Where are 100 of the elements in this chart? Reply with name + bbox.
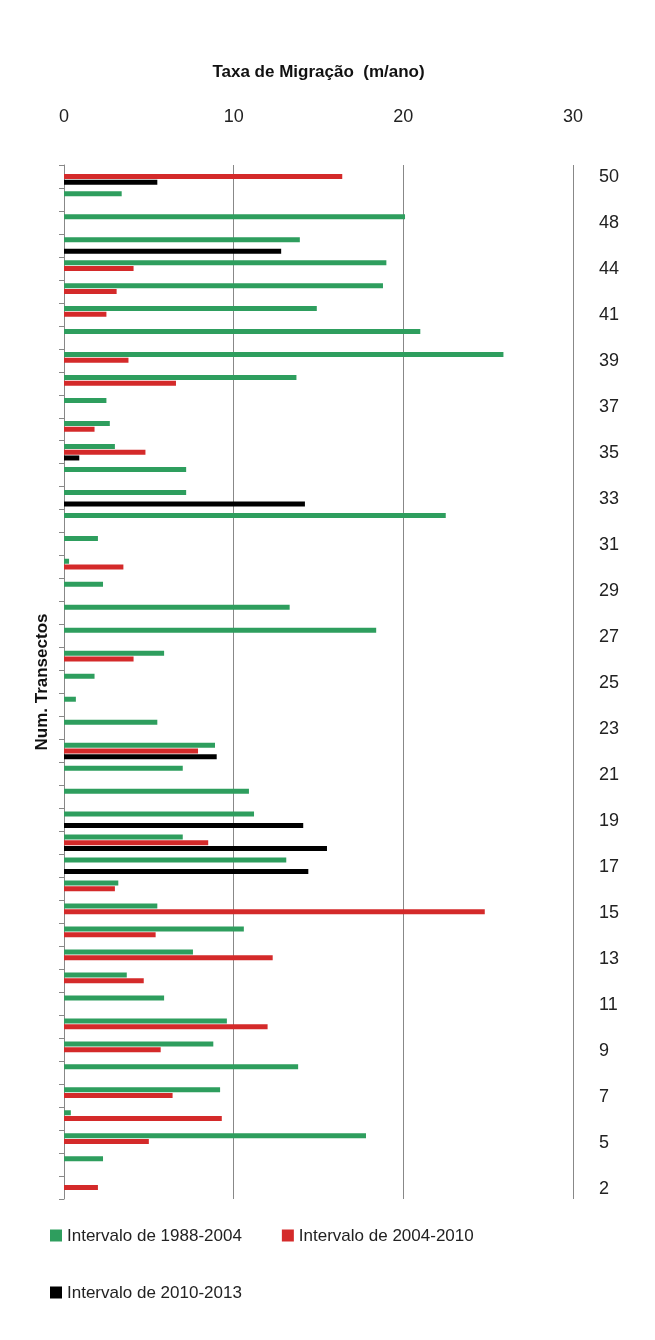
y-tick-label: 37 — [599, 396, 620, 417]
y-tick-label: 35 — [599, 442, 620, 463]
bar — [64, 823, 304, 829]
bar — [64, 886, 115, 892]
bar — [64, 501, 305, 507]
y-tick-label: 2 — [599, 1177, 610, 1198]
bar — [64, 949, 193, 955]
bar — [64, 1018, 227, 1024]
y-tick-label: 7 — [599, 1085, 610, 1106]
bar — [64, 311, 107, 317]
y-tick-label: 44 — [599, 258, 620, 279]
bar — [64, 535, 98, 541]
bar — [64, 857, 287, 863]
y-tick-label: 19 — [599, 809, 620, 830]
bar — [64, 1024, 268, 1030]
y-tick-label: 9 — [599, 1039, 610, 1060]
y-tick-label: 23 — [599, 717, 620, 738]
bar — [64, 754, 217, 760]
y-tick-label: 17 — [599, 855, 620, 876]
bar — [64, 903, 158, 909]
bar — [64, 248, 282, 254]
bar — [64, 214, 406, 220]
bar — [64, 650, 165, 656]
bar — [64, 869, 309, 875]
x-tick-label: 0 — [58, 106, 70, 126]
bar — [64, 978, 144, 984]
bar — [64, 581, 104, 587]
x-axis-title: Taxa de Migração (m/ano) — [212, 62, 425, 81]
bar — [64, 489, 187, 495]
bar — [64, 1185, 98, 1191]
bar — [64, 1133, 367, 1139]
bar — [64, 1093, 173, 1099]
bar — [64, 995, 165, 1001]
bar — [64, 909, 485, 915]
bar — [64, 926, 244, 932]
bar — [64, 191, 122, 197]
y-axis-title: Num. Transectos — [32, 613, 51, 751]
bar — [64, 283, 383, 289]
x-tick-label: 30 — [562, 106, 584, 126]
bar — [64, 840, 209, 846]
bar — [64, 466, 187, 472]
bar — [64, 748, 199, 754]
y-tick-label: 41 — [599, 304, 620, 325]
bar — [64, 260, 387, 266]
bar — [64, 673, 95, 679]
bar — [64, 375, 297, 381]
bar — [64, 1041, 214, 1047]
bar — [64, 742, 215, 748]
y-tick-label: 27 — [599, 626, 620, 647]
bar — [64, 398, 107, 404]
bar — [64, 512, 446, 518]
bar — [64, 765, 183, 771]
x-tick-label: 20 — [393, 106, 414, 126]
bar — [64, 696, 76, 702]
bar — [64, 1087, 221, 1093]
bar — [64, 420, 110, 426]
bar — [64, 1116, 222, 1122]
bar — [64, 846, 327, 852]
bar — [64, 357, 129, 363]
bar — [64, 265, 134, 271]
bar — [64, 1156, 104, 1162]
bar — [64, 972, 127, 978]
bar — [64, 449, 146, 455]
bar — [64, 443, 115, 449]
y-tick-label: 5 — [599, 1131, 610, 1152]
bar — [64, 380, 176, 386]
y-tick-label: 48 — [599, 212, 620, 233]
bar — [64, 656, 134, 662]
y-tick-label: 50 — [599, 166, 620, 187]
bar — [64, 955, 273, 961]
bar — [64, 455, 80, 461]
bar — [64, 1139, 149, 1145]
bar — [64, 1047, 161, 1053]
bar — [64, 604, 290, 610]
legend-label: Intervalo de 2010-2013 — [67, 1283, 242, 1302]
bar — [64, 788, 249, 794]
legend-label: Intervalo de 1988-2004 — [67, 1226, 242, 1245]
bar — [64, 237, 300, 243]
bar — [64, 288, 117, 294]
y-tick-label: 15 — [599, 901, 620, 922]
y-tick-label: 11 — [599, 993, 618, 1014]
bar — [64, 880, 119, 886]
y-tick-label: 25 — [599, 672, 620, 692]
x-tick-label: 10 — [223, 106, 244, 126]
bar — [64, 719, 158, 725]
bar — [64, 932, 156, 938]
bar — [64, 834, 183, 840]
bar — [64, 352, 504, 358]
bar — [64, 173, 343, 179]
bar — [64, 426, 95, 432]
y-tick-label: 31 — [599, 534, 620, 555]
bar — [64, 564, 124, 570]
bar — [64, 1064, 299, 1070]
bar — [64, 1110, 71, 1116]
bar — [64, 329, 421, 335]
bar — [64, 627, 377, 633]
y-tick-label: 29 — [599, 580, 620, 601]
y-tick-label: 33 — [599, 488, 620, 509]
y-tick-label: 39 — [599, 350, 620, 371]
bar — [64, 558, 70, 564]
